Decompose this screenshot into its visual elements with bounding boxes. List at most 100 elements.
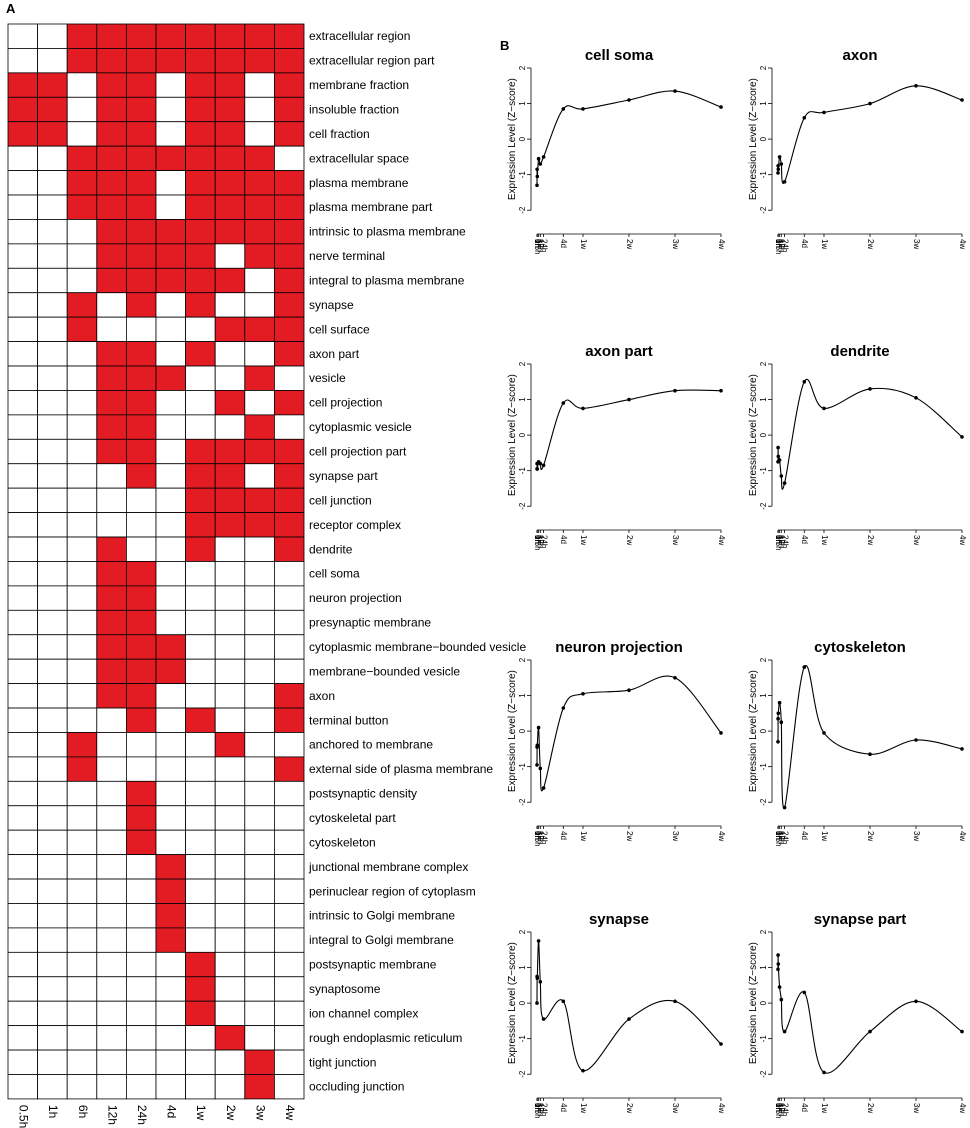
heatmap-cell [155, 805, 187, 831]
heatmap-cell [7, 756, 39, 782]
heatmap-cell [126, 585, 157, 611]
row-label: cytoskeleton [309, 835, 376, 849]
heatmap-cell [214, 805, 246, 831]
heatmap-cell [66, 780, 98, 807]
heatmap-cell [37, 878, 68, 904]
heatmap-cell [7, 121, 39, 147]
data-point [802, 665, 807, 669]
heatmap-cell [244, 243, 275, 269]
x-tick-label: 2w [866, 535, 875, 545]
heatmap-cell [273, 487, 305, 514]
heatmap-cell [155, 585, 187, 611]
heatmap-cell [214, 96, 246, 123]
heatmap-cell [273, 23, 305, 49]
heatmap-cell [273, 341, 305, 367]
heatmap-cell [66, 72, 98, 98]
x-tick-label: 1w [820, 239, 829, 249]
heatmap-cell [214, 23, 246, 49]
heatmap-cell [7, 96, 39, 123]
heatmap-cell [66, 878, 98, 904]
row-label: plasma membrane part [309, 200, 433, 214]
heatmap-cell [214, 927, 246, 953]
heatmap-cell [37, 23, 68, 49]
heatmap-cell [37, 829, 68, 856]
heatmap-cell [214, 1000, 246, 1027]
row-label: neuron projection [309, 591, 402, 605]
heatmap-cell [185, 951, 216, 978]
heatmap-cell [155, 561, 187, 587]
heatmap-cell [185, 23, 216, 49]
heatmap-cell [96, 658, 127, 685]
heatmap-cell [37, 609, 68, 636]
heatmap-cell [155, 487, 187, 514]
heatmap-cell [7, 23, 39, 49]
heatmap-cell [7, 878, 39, 904]
data-point [776, 716, 780, 721]
heatmap-cell [37, 561, 68, 587]
x-tick-label: 3w [912, 535, 921, 545]
heatmap-cell [37, 658, 68, 685]
heatmap-cell [244, 267, 275, 294]
column-label: 2w [224, 1105, 238, 1121]
heatmap-cell [155, 48, 187, 74]
x-tick-label: 1h [533, 1103, 542, 1112]
heatmap-cell [126, 927, 157, 953]
heatmap-cell [126, 267, 157, 294]
data-point [581, 406, 585, 411]
data-point [535, 976, 540, 980]
heatmap-cell [244, 316, 275, 342]
heatmap-cell [155, 243, 187, 269]
row-label: presynaptic membrane [309, 616, 431, 630]
row-label: rough endoplasmic reticulum [309, 1031, 462, 1045]
heatmap-cell [155, 829, 187, 856]
heatmap-cell [126, 438, 157, 465]
heatmap-cell [37, 683, 68, 709]
heatmap-cell [244, 170, 275, 196]
heatmap-cell [66, 903, 98, 929]
heatmap-cell [244, 658, 275, 685]
heatmap-cell [7, 219, 39, 245]
data-point [719, 731, 723, 735]
heatmap-cell [244, 878, 275, 904]
heatmap-cell [155, 512, 187, 538]
heatmap-cell [7, 805, 39, 831]
row-label: perinuclear region of cytoplasm [309, 884, 476, 898]
row-label: receptor complex [309, 518, 401, 532]
heatmap-cell [244, 585, 275, 611]
heatmap-cell [185, 292, 216, 318]
heatmap-cell [96, 1049, 127, 1075]
x-tick-label: 0.5h [774, 831, 783, 847]
heatmap-cell [244, 951, 275, 978]
heatmap-cell [244, 390, 275, 416]
y-tick-label: 2 [759, 929, 768, 934]
x-tick-label: 0h [774, 831, 783, 840]
heatmap-cell [155, 292, 187, 318]
data-point [541, 786, 546, 790]
data-point [581, 692, 585, 696]
heatmap-cell [214, 292, 246, 318]
x-tick-label: 12h [536, 831, 545, 844]
heatmap-cell [185, 170, 216, 196]
x-tick-label: 4w [958, 535, 967, 545]
heatmap-cell [7, 365, 39, 391]
heatmap-cell [37, 927, 68, 953]
series-curve [536, 675, 722, 792]
heatmap-cell [214, 585, 246, 611]
heatmap-cell [244, 1025, 275, 1051]
row-label: terminal button [309, 713, 388, 727]
heatmap-cell [7, 951, 39, 978]
heatmap-cell [273, 805, 305, 831]
heatmap-cell [244, 463, 275, 489]
x-tick-label: 0h [774, 1103, 783, 1112]
heatmap-cell [273, 585, 305, 611]
heatmap-cell [37, 390, 68, 416]
heatmap-cell [66, 145, 98, 171]
heatmap-cell [214, 145, 246, 171]
heatmap-cell [96, 96, 127, 123]
heatmap-cell [66, 634, 98, 660]
heatmap-cell [66, 463, 98, 489]
heatmap-cell [185, 732, 216, 758]
heatmap-cell [185, 561, 216, 587]
heatmap-cell [155, 316, 187, 342]
row-label: intrinsic to plasma membrane [309, 225, 466, 239]
